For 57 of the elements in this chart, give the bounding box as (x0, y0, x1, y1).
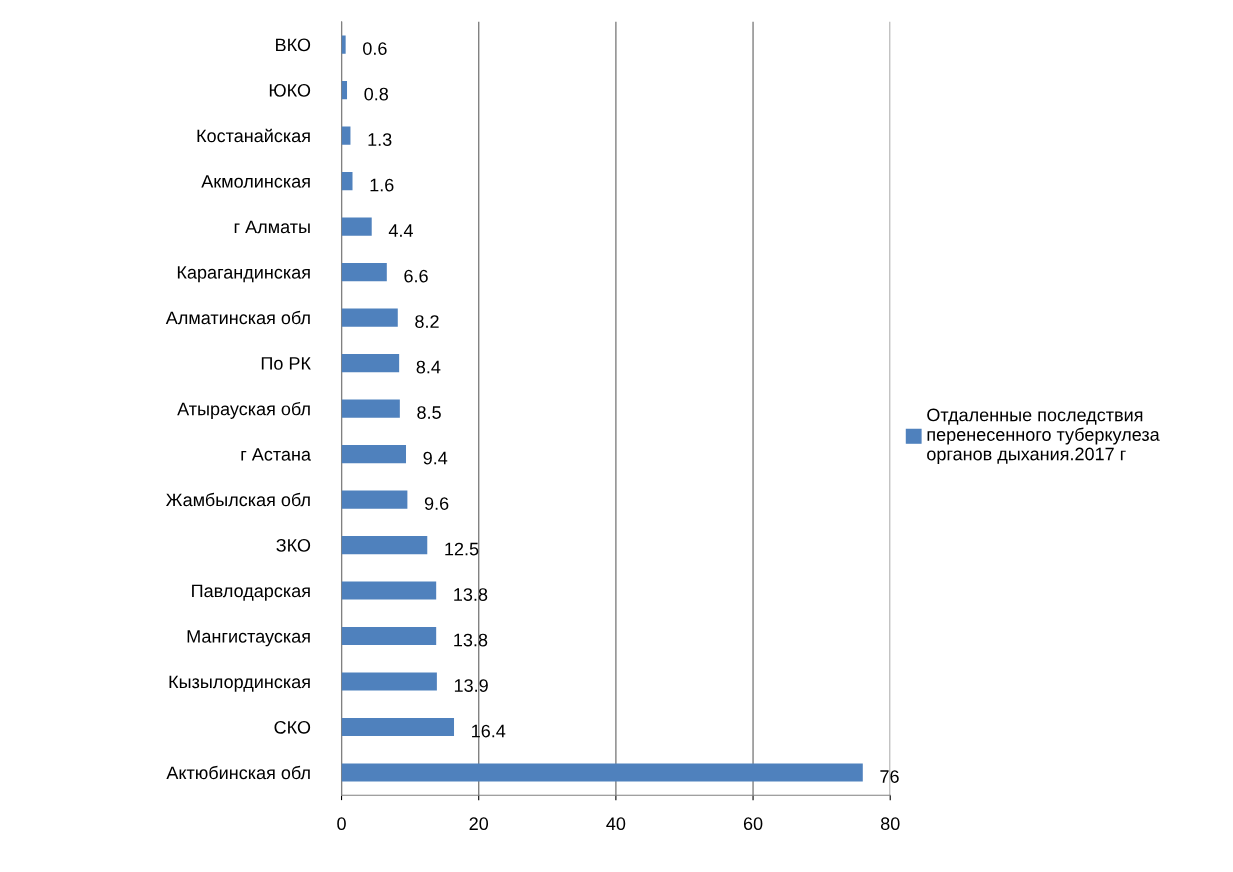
legend-label: Отдаленные последствия перенесенного туберкулеза органов дыхания.2017 г (927, 408, 1160, 464)
bar (341, 262, 387, 282)
x-tick-label: 20 (469, 817, 489, 831)
y-tick-label: По РК (261, 357, 311, 370)
data-label: 1.3 (368, 133, 392, 146)
data-label: 13.8 (454, 633, 488, 647)
bar (341, 672, 437, 691)
y-tick-label: СКО (274, 720, 311, 734)
data-label: 1.6 (370, 178, 394, 192)
data-label: 8.2 (415, 315, 439, 328)
x-tick-label: 80 (880, 817, 900, 831)
data-label: 12.5 (445, 542, 479, 556)
y-tick-label: Алматинская обл (165, 310, 310, 325)
y-tick-label: ЮКО (269, 83, 311, 97)
data-label: 8.5 (417, 406, 441, 419)
bar (341, 717, 455, 737)
x-tick-label: 40 (606, 817, 626, 831)
bar (341, 35, 346, 54)
y-tick-label: ВКО (276, 38, 311, 52)
data-label: 6.6 (404, 269, 428, 283)
data-label: 13.8 (454, 588, 488, 601)
y-tick-label: Актюбинская обл (166, 765, 310, 780)
x-tick-label: 0 (337, 817, 346, 831)
bar (341, 444, 407, 464)
y-tick-label: Акмолинская (201, 175, 310, 188)
data-label: 9.4 (423, 451, 448, 465)
y-tick-label: Павлодарская (192, 584, 310, 601)
bar (341, 490, 408, 509)
bar (341, 399, 400, 418)
data-label: 13.9 (454, 679, 488, 692)
data-label: 16.4 (472, 724, 506, 738)
data-label: 0.6 (363, 42, 387, 55)
bar (341, 308, 398, 327)
y-tick-label: Кызылординская (169, 675, 310, 692)
y-tick-label: г Алматы (234, 220, 310, 234)
data-label: 76 (880, 770, 899, 783)
bar (341, 581, 437, 600)
y-tick-label: Мангистауская (187, 630, 310, 647)
y-tick-label: Карагандинская (177, 266, 310, 283)
y-tick-label: Костанайская (197, 128, 310, 143)
y-tick-label: г Астана (241, 448, 311, 461)
bar (341, 353, 400, 373)
bar (341, 626, 437, 646)
x-tick-label: 60 (743, 817, 763, 831)
bar (341, 217, 372, 236)
data-label: 8.4 (416, 360, 441, 374)
y-tick-label: Атырауская обл (177, 401, 310, 419)
data-label: 4.4 (388, 224, 413, 237)
y-tick-label: ЗКО (276, 538, 311, 552)
bar (341, 126, 351, 145)
bar (341, 763, 863, 782)
bar (341, 171, 353, 191)
data-label: 0.8 (364, 87, 389, 101)
y-tick-label: Жамбылская обл (165, 492, 310, 507)
data-label: 9.6 (424, 497, 449, 510)
bar (341, 80, 348, 100)
bar (341, 535, 428, 555)
